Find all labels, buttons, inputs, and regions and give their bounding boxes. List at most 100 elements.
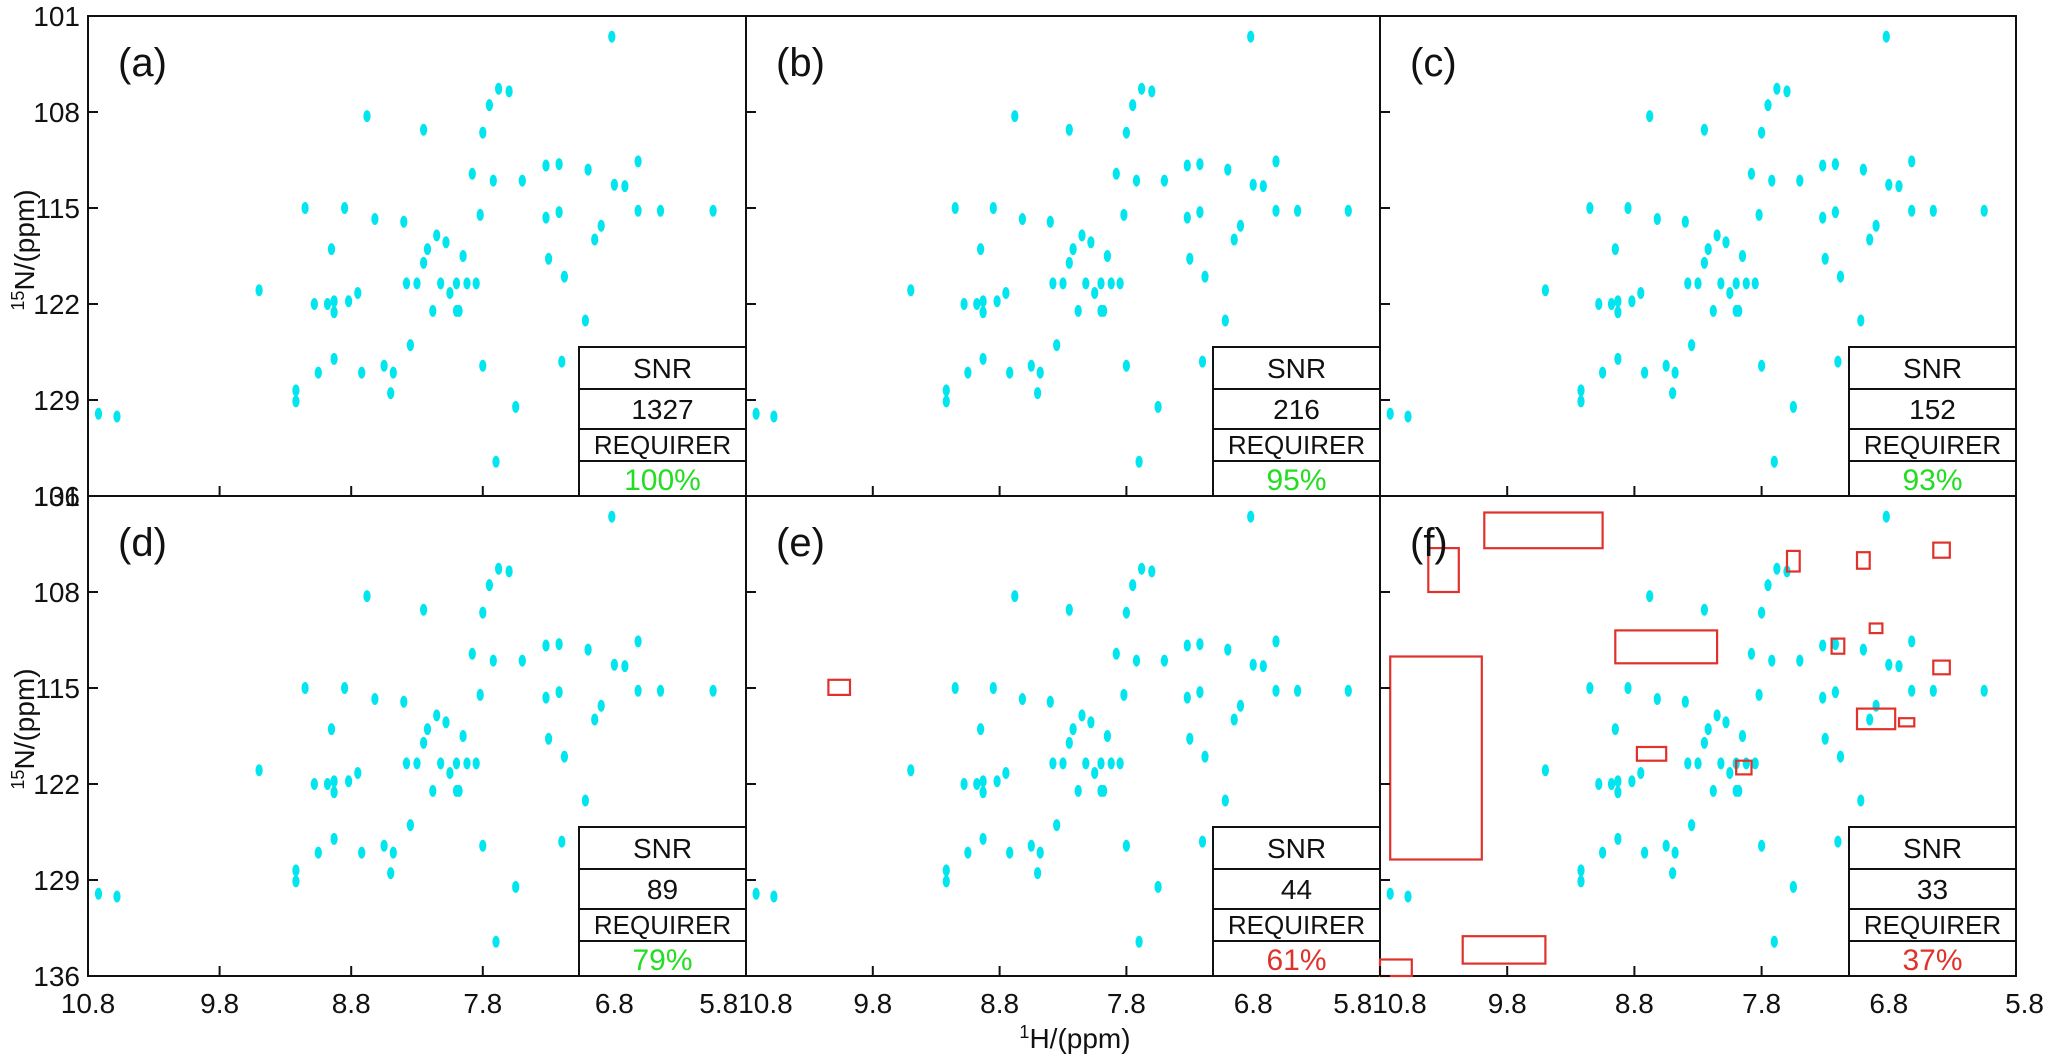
peak-point bbox=[1196, 158, 1204, 171]
peak-point bbox=[1688, 339, 1696, 352]
panel-b: (b) SNR 216 REQUIRER 95% bbox=[745, 15, 1381, 497]
peak-point bbox=[1154, 880, 1162, 893]
peak-point bbox=[964, 846, 972, 859]
peak-point bbox=[1249, 178, 1257, 191]
peak-point bbox=[709, 684, 717, 697]
peak-point bbox=[1236, 219, 1245, 232]
peak-point bbox=[1198, 355, 1207, 368]
peak-point bbox=[1684, 757, 1692, 770]
peak-point bbox=[371, 693, 379, 705]
peak-point bbox=[1796, 654, 1804, 667]
peak-point bbox=[1135, 935, 1143, 948]
peak-point bbox=[1859, 643, 1867, 656]
peak-point bbox=[1221, 314, 1229, 327]
table-frame bbox=[578, 826, 747, 977]
peak-point bbox=[1065, 256, 1073, 269]
peak-point bbox=[977, 243, 985, 256]
peak-point bbox=[1735, 304, 1743, 317]
peak-point bbox=[363, 590, 371, 603]
peak-point bbox=[323, 298, 332, 310]
peak-point bbox=[581, 794, 590, 807]
peak-point bbox=[1641, 366, 1649, 379]
peak-point bbox=[1087, 236, 1095, 249]
table-frame bbox=[1212, 826, 1381, 977]
peak-point bbox=[1586, 682, 1594, 694]
peak-point bbox=[1112, 647, 1120, 660]
peak-point bbox=[1726, 767, 1734, 779]
panel-d: (d) SNR 89 REQUIRER 79% bbox=[87, 495, 747, 977]
peak-point bbox=[423, 243, 432, 256]
snr-requirer-table: SNR 44 REQUIRER 61% bbox=[1212, 826, 1381, 977]
peak-point bbox=[979, 786, 987, 799]
peak-point bbox=[1671, 366, 1679, 379]
peak-point bbox=[389, 366, 397, 379]
peak-point bbox=[1717, 277, 1725, 290]
peak-point bbox=[1183, 691, 1191, 704]
peak-point bbox=[1607, 298, 1616, 310]
panel-label: (a) bbox=[118, 41, 167, 85]
y-tick-label: 122 bbox=[33, 769, 80, 800]
peak-point bbox=[476, 688, 484, 701]
peak-point bbox=[1103, 730, 1111, 742]
peak-point bbox=[542, 159, 550, 172]
peak-point bbox=[1103, 250, 1111, 262]
peak-point bbox=[1107, 277, 1115, 290]
requirer-header: REQUIRER bbox=[594, 430, 731, 460]
missing-peak-box bbox=[1897, 717, 1916, 728]
axis-titles: 15N/(ppm) 15N/(ppm) 1H/(ppm) bbox=[8, 189, 1131, 1054]
peak-point bbox=[1541, 764, 1549, 777]
x-tick-label: 7.8 bbox=[1742, 988, 1781, 1019]
peak-point bbox=[1796, 174, 1804, 187]
peak-point bbox=[389, 846, 397, 859]
peak-point bbox=[512, 880, 520, 893]
panel-label: (d) bbox=[118, 521, 167, 565]
peak-point bbox=[1053, 339, 1061, 352]
peak-point bbox=[1688, 819, 1696, 832]
snr-header: SNR bbox=[1267, 833, 1326, 864]
peak-point bbox=[656, 204, 665, 217]
requirer-value: 100% bbox=[624, 464, 701, 497]
peak-point bbox=[1669, 387, 1677, 400]
snr-requirer-table: SNR 33 REQUIRER 37% bbox=[1848, 826, 2017, 977]
peak-point bbox=[1091, 287, 1099, 299]
peak-point bbox=[1100, 304, 1108, 317]
peak-point bbox=[942, 864, 950, 877]
peak-point bbox=[1577, 875, 1585, 888]
peak-point bbox=[1221, 794, 1229, 807]
peak-point bbox=[1059, 277, 1067, 290]
peak-point bbox=[752, 407, 760, 420]
peak-point bbox=[1135, 455, 1143, 468]
peak-point bbox=[1186, 252, 1194, 265]
peak-point bbox=[1614, 786, 1622, 799]
missing-peak-box bbox=[1868, 622, 1884, 635]
peak-point bbox=[341, 682, 349, 694]
peak-point bbox=[1611, 243, 1619, 256]
peak-point bbox=[505, 85, 513, 98]
peak-point bbox=[1882, 510, 1890, 523]
peak-point bbox=[518, 654, 526, 667]
peak-point bbox=[1087, 716, 1095, 729]
peak-point bbox=[1236, 699, 1245, 712]
peak-point bbox=[1831, 206, 1839, 219]
peak-point bbox=[468, 647, 476, 660]
peak-point bbox=[1700, 256, 1708, 269]
peak-point bbox=[1694, 277, 1702, 290]
peak-point bbox=[314, 846, 322, 859]
peak-point bbox=[591, 233, 599, 246]
peak-point bbox=[1646, 110, 1654, 123]
peak-point bbox=[363, 110, 371, 123]
peak-point bbox=[1653, 213, 1661, 225]
peak-point bbox=[1053, 819, 1061, 832]
peak-point bbox=[1669, 867, 1677, 880]
peak-point bbox=[1006, 366, 1014, 379]
peak-point bbox=[1186, 732, 1194, 745]
peak-point bbox=[1247, 510, 1255, 523]
peak-point bbox=[255, 764, 263, 777]
peak-point bbox=[542, 211, 550, 224]
peak-point bbox=[1272, 684, 1280, 697]
peak-point bbox=[1201, 750, 1209, 763]
missing-peak-box bbox=[1635, 745, 1668, 762]
peak-point bbox=[1882, 30, 1890, 43]
x-tick-label: 5.810.8 bbox=[699, 988, 792, 1019]
